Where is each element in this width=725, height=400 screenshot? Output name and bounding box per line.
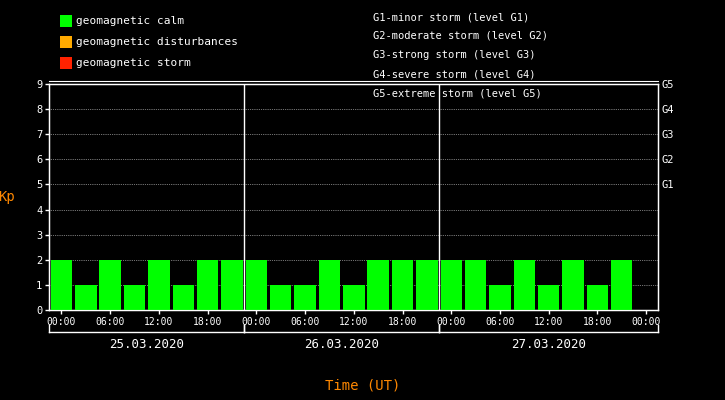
Bar [563,260,584,310]
Text: G4-severe storm (level G4): G4-severe storm (level G4) [373,69,536,79]
Bar [513,260,535,310]
Bar [368,260,389,310]
Bar [587,285,608,310]
Bar [611,260,632,310]
Text: Kp: Kp [0,190,15,204]
Text: G1-minor storm (level G1): G1-minor storm (level G1) [373,12,530,22]
Bar [465,260,486,310]
Text: 26.03.2020: 26.03.2020 [304,338,379,351]
Bar [392,260,413,310]
Bar [51,260,72,310]
Bar [343,285,365,310]
Bar [270,285,291,310]
Bar [221,260,243,310]
Bar [75,285,96,310]
Text: geomagnetic disturbances: geomagnetic disturbances [76,37,238,47]
Bar [489,285,510,310]
Text: G2-moderate storm (level G2): G2-moderate storm (level G2) [373,31,548,41]
Bar [173,285,194,310]
Bar [538,285,560,310]
Bar [441,260,462,310]
Text: Time (UT): Time (UT) [325,379,400,393]
Bar [99,260,121,310]
Text: geomagnetic storm: geomagnetic storm [76,58,191,68]
Bar [124,285,145,310]
Bar [246,260,267,310]
Bar [416,260,438,310]
Bar [197,260,218,310]
Text: 27.03.2020: 27.03.2020 [511,338,587,351]
Bar [148,260,170,310]
Text: 25.03.2020: 25.03.2020 [109,338,184,351]
Bar [319,260,340,310]
Text: G3-strong storm (level G3): G3-strong storm (level G3) [373,50,536,60]
Text: geomagnetic calm: geomagnetic calm [76,16,184,26]
Bar [294,285,316,310]
Text: G5-extreme storm (level G5): G5-extreme storm (level G5) [373,88,542,98]
